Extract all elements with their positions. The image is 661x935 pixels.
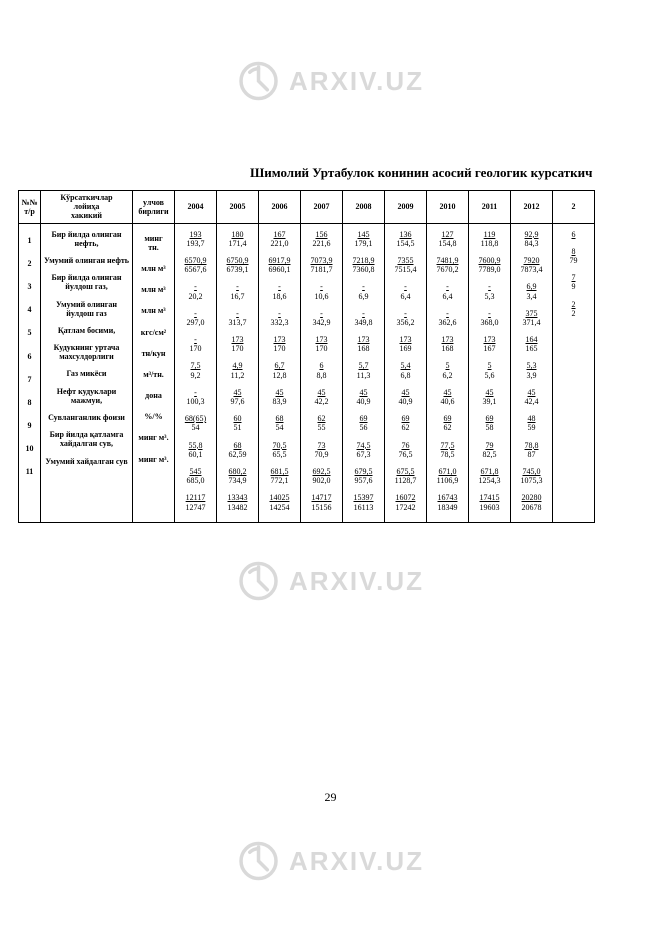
watermark-mid: ARXIV.UZ bbox=[237, 560, 424, 602]
watermark-top: ARXIV.UZ bbox=[237, 60, 424, 102]
watermark-logo-icon bbox=[237, 60, 279, 102]
col-header-year: 2 bbox=[553, 191, 595, 224]
watermark-text: ARXIV.UZ bbox=[289, 566, 424, 597]
table-row: 1234567891011Бир йилда олинган нефть,Уму… bbox=[19, 223, 595, 522]
watermark-text: ARXIV.UZ bbox=[289, 846, 424, 877]
table-body: 1234567891011Бир йилда олинган нефть,Уму… bbox=[19, 223, 595, 522]
row-unit-cell: мингтн.млн м³млн м³млн м³кгс/см²тн/кунм³… bbox=[133, 223, 175, 522]
watermark-bot: ARXIV.UZ bbox=[237, 840, 424, 882]
value-cell: 180171,46750,96739,1-16,7-313,71731704,9… bbox=[217, 223, 259, 522]
value-cell: 167221,06917,96960,1-18,6-332,31731706,7… bbox=[259, 223, 301, 522]
value-cell: 68797922 bbox=[553, 223, 595, 522]
col-header-name: Кўрсаткичларлойиҳахакикий bbox=[41, 191, 133, 224]
col-header-year: 2004 bbox=[175, 191, 217, 224]
value-cell: 92,984,379207873,46,93,4375371,41641655,… bbox=[511, 223, 553, 522]
value-cell: 119118,87600,97789,0-5,3-368,017316755,6… bbox=[469, 223, 511, 522]
col-header-num-text: №№т/р bbox=[21, 198, 37, 216]
col-header-year: 2005 bbox=[217, 191, 259, 224]
watermark-logo-icon bbox=[237, 560, 279, 602]
value-cell: 145179,17218,97360,8-6,9-349,81731685,71… bbox=[343, 223, 385, 522]
col-header-year: 2012 bbox=[511, 191, 553, 224]
value-cell: 127154,87481,97670,2-6,4-362,617316856,2… bbox=[427, 223, 469, 522]
col-header-year: 2008 bbox=[343, 191, 385, 224]
watermark-text: ARXIV.UZ bbox=[289, 66, 424, 97]
col-header-year: 2011 bbox=[469, 191, 511, 224]
row-name-cell: Бир йилда олинган нефть,Умумий олинган н… bbox=[41, 223, 133, 522]
value-cell: 193193,76570,96567,6-20,2-297,0-1707,59,… bbox=[175, 223, 217, 522]
col-header-name-text: Кўрсаткичларлойиҳахакикий bbox=[60, 193, 112, 220]
watermark-logo-icon bbox=[237, 840, 279, 882]
page-number: 29 bbox=[0, 790, 661, 805]
col-header-num: №№т/р bbox=[19, 191, 41, 224]
page-title: Шимолий Уртабулок конинин асосий геологи… bbox=[250, 165, 661, 181]
data-table-wrap: №№т/р Кўрсаткичларлойиҳахакикий улчовбир… bbox=[18, 190, 658, 523]
value-cell: 156221,67073,97181,7-10,6-342,917317068,… bbox=[301, 223, 343, 522]
table-header-row: №№т/р Кўрсаткичларлойиҳахакикий улчовбир… bbox=[19, 191, 595, 224]
col-header-year: 2006 bbox=[259, 191, 301, 224]
col-header-unit: улчовбирлиги bbox=[133, 191, 175, 224]
col-header-year: 2009 bbox=[385, 191, 427, 224]
data-table: №№т/р Кўрсаткичларлойиҳахакикий улчовбир… bbox=[18, 190, 595, 523]
value-cell: 136154,573557515,4-6,4-356,21731695,46,8… bbox=[385, 223, 427, 522]
col-header-unit-text: улчовбирлиги bbox=[138, 198, 168, 216]
col-header-year: 2010 bbox=[427, 191, 469, 224]
row-number-cell: 1234567891011 bbox=[19, 223, 41, 522]
col-header-year: 2007 bbox=[301, 191, 343, 224]
